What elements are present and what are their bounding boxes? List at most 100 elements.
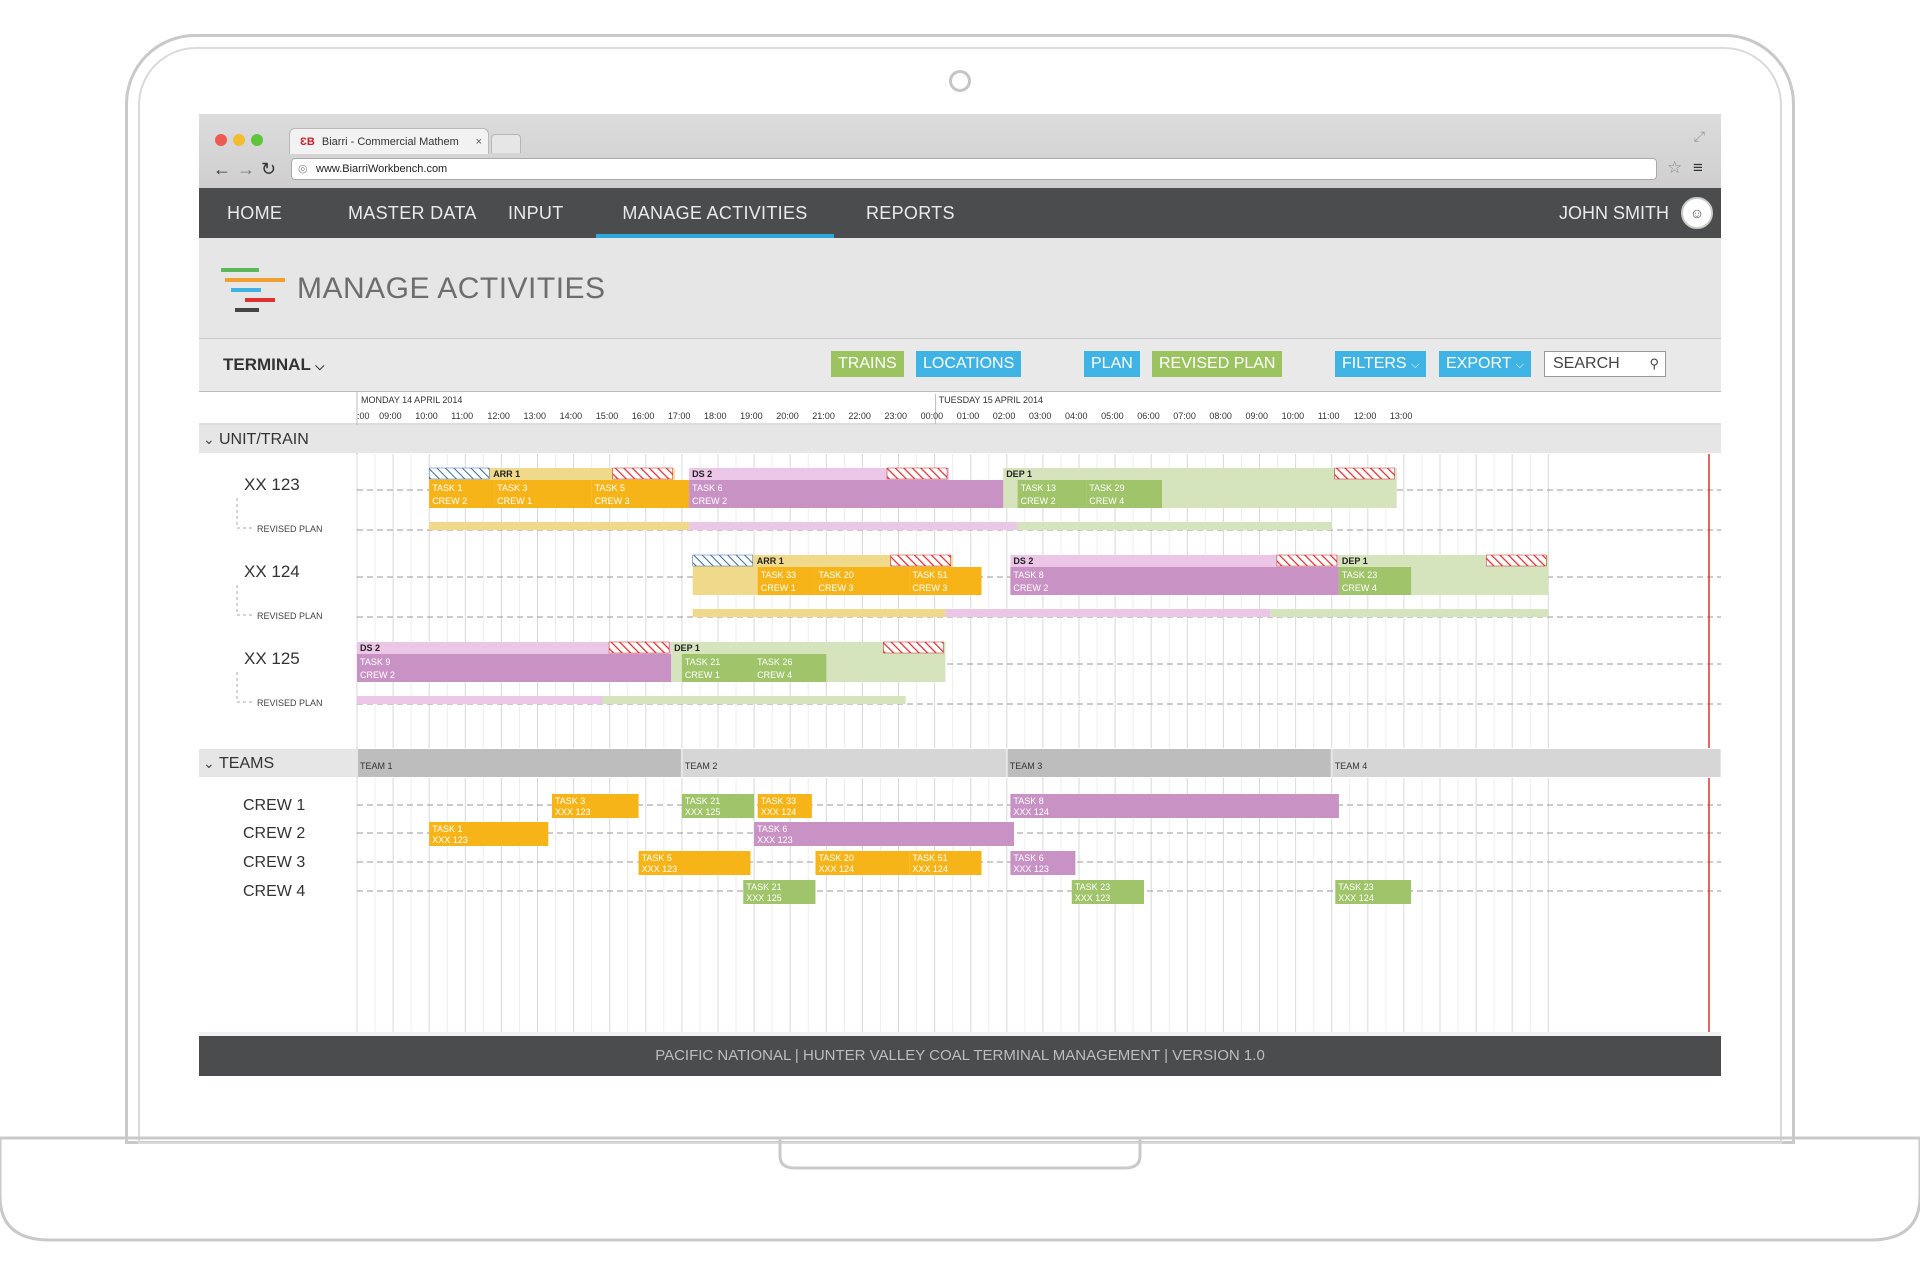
new-tab-button[interactable] <box>491 134 521 153</box>
terminal-dropdown[interactable]: TERMINAL ⌵ <box>223 355 324 375</box>
task-block[interactable] <box>681 654 755 682</box>
task-block[interactable] <box>357 654 682 682</box>
task-block[interactable] <box>909 567 982 595</box>
export-button[interactable]: EXPORT ⌵ <box>1439 351 1532 377</box>
crew-label: CREW 2 <box>1013 583 1048 593</box>
hour-tick-label: 13:00 <box>524 411 547 421</box>
task-block[interactable] <box>494 480 592 508</box>
close-tab-icon[interactable]: × <box>475 136 482 148</box>
crew-task-block[interactable] <box>754 822 1015 846</box>
revised-plan-bar[interactable] <box>602 696 906 704</box>
crew-task-block[interactable] <box>1010 851 1076 875</box>
camera-icon <box>949 70 971 92</box>
crew-task-block[interactable] <box>815 851 910 875</box>
nav-master-data[interactable]: MASTER DATA <box>348 203 477 223</box>
team-label: TEAM 3 <box>1010 761 1043 771</box>
hour-tick-label: 12:00 <box>1354 411 1377 421</box>
globe-icon: ◎ <box>298 163 308 175</box>
delay-hatch <box>1334 467 1395 480</box>
crew-task-block[interactable] <box>743 880 816 904</box>
task-block[interactable] <box>591 480 690 508</box>
task-label: TASK 20 <box>818 570 853 580</box>
delay-hatch <box>608 641 670 654</box>
crew-task-block[interactable] <box>681 794 755 818</box>
nav-input[interactable]: INPUT <box>508 203 564 223</box>
revised-plan-bar[interactable] <box>692 609 946 617</box>
maximize-window-icon[interactable] <box>251 134 263 146</box>
chevron-down-icon: ⌄ <box>203 755 215 771</box>
crew-task-block[interactable] <box>909 851 982 875</box>
task-block[interactable] <box>1017 480 1087 508</box>
trains-button[interactable]: TRAINS <box>831 351 904 377</box>
task-block[interactable] <box>754 654 827 682</box>
revised-plan-bar[interactable] <box>357 696 603 704</box>
page-title: MANAGE ACTIVITIES <box>297 272 606 305</box>
unit-label: XXX 123 <box>1075 893 1111 903</box>
crew-task-block[interactable] <box>1010 794 1339 818</box>
crew-label: CREW 3 <box>912 583 947 593</box>
crew-task-block[interactable] <box>1335 880 1412 904</box>
crew-task-block[interactable] <box>638 851 751 875</box>
filters-button[interactable]: FILTERS ⌵ <box>1335 351 1427 377</box>
search-placeholder: SEARCH <box>1553 355 1620 372</box>
unit-label: XXX 123 <box>757 835 793 845</box>
task-block[interactable] <box>429 480 495 508</box>
locations-button[interactable]: LOCATIONS <box>916 351 1022 377</box>
day-label: MONDAY 14 APRIL 2014 <box>361 395 462 405</box>
task-label: TASK 8 <box>1013 570 1043 580</box>
unit-label: XXX 123 <box>432 835 468 845</box>
revised-plan-bar[interactable] <box>429 522 690 530</box>
user-name[interactable]: JOHN SMITH <box>1559 203 1669 223</box>
search-icon[interactable]: ⚲ <box>1649 356 1659 371</box>
task-label: TASK 3 <box>497 483 527 493</box>
hour-tick-label: 21:00 <box>812 411 835 421</box>
task-block[interactable] <box>757 567 816 595</box>
reload-icon[interactable]: ↻ <box>261 159 277 179</box>
crew-label: CREW 2 <box>360 670 395 680</box>
team-label: TEAM 2 <box>685 761 718 771</box>
hour-tick-label: 04:00 <box>1065 411 1088 421</box>
crew-label: CREW 2 <box>692 496 727 506</box>
crew-task-block[interactable] <box>551 794 639 818</box>
nav-reports[interactable]: REPORTS <box>866 203 955 223</box>
task-block[interactable] <box>815 567 910 595</box>
unit-label: XXX 125 <box>685 807 721 817</box>
plan-button[interactable]: PLAN <box>1084 351 1140 377</box>
browser-tab[interactable]: ƐB Biarri - Commercial Mathem × <box>289 128 489 154</box>
crew-label: CREW 1 <box>685 670 720 680</box>
fullscreen-icon[interactable]: ⤢ <box>1693 128 1705 144</box>
task-label: TASK 1 <box>432 483 462 493</box>
back-icon[interactable]: ← <box>213 159 231 179</box>
crew-label: CREW 3 <box>595 496 630 506</box>
task-block[interactable] <box>689 480 1018 508</box>
day-label: TUESDAY 15 APRIL 2014 <box>939 395 1043 405</box>
crew-task-block[interactable] <box>757 794 812 818</box>
hour-tick-label: 07:00 <box>1173 411 1196 421</box>
hour-tick-label: 11:00 <box>451 411 473 421</box>
revised-plan-bar[interactable] <box>689 522 1018 530</box>
nav-home[interactable]: HOME <box>227 203 283 223</box>
minimize-window-icon[interactable] <box>233 134 245 146</box>
delay-hatch <box>883 641 944 654</box>
task-label: TASK 51 <box>912 570 947 580</box>
bookmark-star-icon[interactable]: ☆ <box>1667 158 1683 177</box>
revised-plan-bar[interactable] <box>1270 609 1549 617</box>
unit-label: XXX 124 <box>761 807 797 817</box>
task-block[interactable] <box>1338 567 1412 595</box>
address-bar[interactable]: ◎ www.BiarriWorkbench.com <box>291 158 1657 180</box>
browser-menu-icon[interactable]: ≡ <box>1693 158 1703 177</box>
nav-manage-activities[interactable]: MANAGE ACTIVITIES <box>596 188 834 238</box>
revised-plan-button[interactable]: REVISED PLAN <box>1152 351 1283 377</box>
close-window-icon[interactable] <box>215 134 227 146</box>
hour-tick-label: 10:00 <box>1282 411 1305 421</box>
task-block[interactable] <box>1086 480 1163 508</box>
forward-icon[interactable]: → <box>237 159 255 179</box>
crew-task-block[interactable] <box>1071 880 1144 904</box>
task-block[interactable] <box>1010 567 1339 595</box>
chevron-down-icon: ⌵ <box>1515 359 1525 371</box>
revised-plan-bar[interactable] <box>1017 522 1332 530</box>
search-input[interactable]: SEARCH ⚲ <box>1544 351 1666 377</box>
avatar[interactable]: ☺ <box>1681 197 1713 229</box>
revised-plan-bar[interactable] <box>945 609 1271 617</box>
crew-task-block[interactable] <box>429 822 549 846</box>
